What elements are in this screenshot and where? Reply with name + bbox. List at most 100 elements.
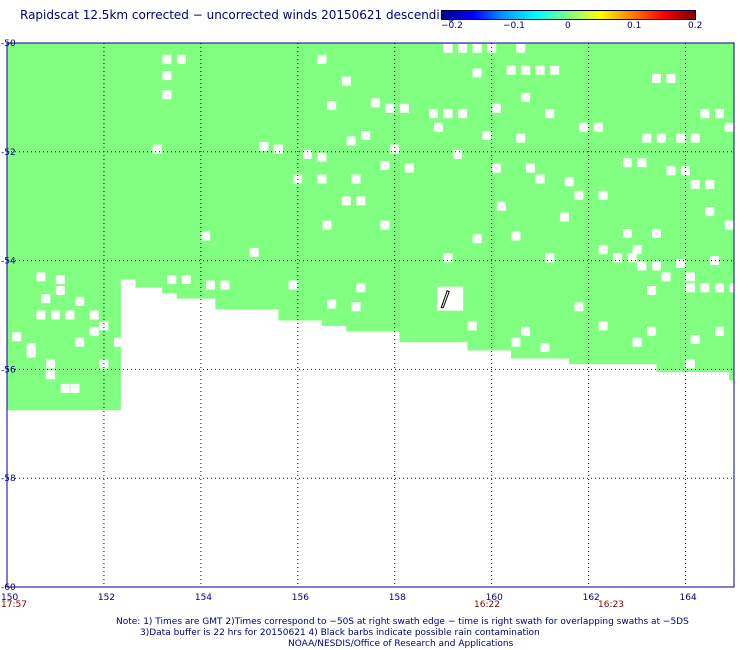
no-data-cell (467, 321, 477, 331)
x-tick-label: 150 (1, 593, 18, 603)
no-data-cell (404, 163, 414, 173)
no-data-cell (685, 283, 695, 293)
no-data-cell (429, 109, 438, 119)
x-tick-label: 162 (583, 593, 600, 603)
no-data-cell (574, 302, 584, 312)
no-data-cell (317, 152, 327, 162)
no-data-cell (482, 131, 492, 140)
no-data-cell (652, 261, 661, 271)
no-data-cell (162, 54, 172, 64)
no-data-cell (598, 321, 608, 331)
no-data-cell (666, 73, 676, 83)
rain-barb (440, 289, 450, 309)
no-data-cell (652, 73, 661, 83)
no-data-cell (443, 109, 453, 119)
no-data-cell (525, 163, 535, 173)
no-data-cell (75, 337, 85, 347)
no-data-cell (700, 109, 710, 119)
no-data-cell (317, 54, 327, 64)
no-data-cell (632, 245, 642, 255)
no-data-cell (472, 234, 482, 244)
time-label: 17:57 (1, 600, 27, 610)
no-data-cell (521, 65, 531, 75)
no-data-cell (545, 109, 555, 119)
no-data-cell (51, 310, 60, 320)
no-data-cell (167, 275, 177, 285)
no-data-cell (36, 272, 46, 282)
no-data-cell (220, 280, 230, 290)
no-data-cell (705, 207, 715, 217)
no-data-cell (511, 337, 521, 347)
no-data-cell (652, 228, 661, 238)
no-data-cell (715, 109, 724, 119)
no-data-cell (356, 196, 366, 206)
no-data-cell (656, 133, 666, 143)
no-data-cell (152, 144, 162, 154)
no-data-cell (114, 337, 123, 347)
no-data-cell (65, 310, 75, 320)
no-data-cell (593, 122, 603, 132)
no-data-cell (535, 65, 545, 75)
no-data-cell (41, 294, 51, 304)
no-data-cell (220, 315, 230, 325)
no-data-cell (492, 103, 501, 113)
no-data-cell (399, 103, 409, 113)
no-data-cell (521, 326, 531, 336)
colorbar-tick: −0.2 (441, 21, 463, 31)
no-data-cell (516, 43, 526, 53)
no-data-cell (550, 65, 560, 75)
no-data-cell (380, 160, 390, 170)
x-tick-label: 152 (98, 593, 115, 603)
no-data-cell (574, 190, 584, 200)
note-line-1: Note: 1) Times are GMT 2)Times correspon… (116, 617, 689, 627)
no-data-cell (676, 258, 686, 268)
y-tick-label: -60 (1, 583, 16, 593)
no-data-cell (89, 310, 99, 320)
no-data-cell (303, 150, 312, 159)
no-data-cell (487, 43, 497, 53)
no-data-cell (700, 283, 710, 293)
no-data-cell (390, 144, 400, 154)
map-title: Rapidscat 12.5km corrected − uncorrected… (20, 8, 455, 22)
no-data-cell (181, 275, 191, 285)
no-data-cell (637, 158, 647, 168)
no-data-cell (36, 310, 46, 320)
map-frame (6, 42, 735, 588)
note-line-2: 3)Data buffer is 22 hrs for 20150621 4) … (140, 628, 540, 638)
no-data-cell (46, 370, 56, 380)
no-data-cell (55, 275, 65, 285)
no-data-cell (249, 247, 259, 257)
no-data-cell (351, 302, 361, 312)
no-data-cell (545, 253, 555, 263)
no-data-cell (273, 144, 283, 154)
colorbar-tick: −0.1 (503, 21, 525, 31)
no-data-cell (206, 280, 216, 290)
y-tick-label: -56 (1, 365, 16, 375)
no-data-cell (647, 326, 657, 336)
no-data-cell (201, 231, 211, 241)
x-tick-label: 156 (292, 593, 309, 603)
no-data-cell (666, 166, 676, 176)
no-data-cell (26, 348, 36, 358)
time-label: 16:23 (598, 600, 624, 610)
no-data-cell (322, 220, 332, 230)
no-data-cell (506, 65, 516, 75)
no-data-cell (70, 383, 80, 393)
no-data-cell (598, 190, 608, 200)
no-data-cell (598, 245, 608, 255)
no-data-cell (177, 54, 186, 64)
no-data-cell (443, 43, 453, 53)
no-data-cell (724, 122, 734, 132)
no-data-cell (370, 98, 380, 108)
no-data-cell (492, 163, 501, 173)
no-data-cell (12, 332, 22, 342)
no-data-cell (346, 136, 356, 146)
no-data-cell (690, 179, 700, 189)
no-data-cell (685, 359, 695, 369)
no-data-cell (55, 286, 65, 295)
no-data-cell (75, 296, 85, 306)
no-data-cell (676, 133, 686, 143)
no-data-cell (356, 283, 366, 293)
y-tick-label: -52 (1, 148, 16, 158)
no-data-cell (647, 286, 657, 295)
